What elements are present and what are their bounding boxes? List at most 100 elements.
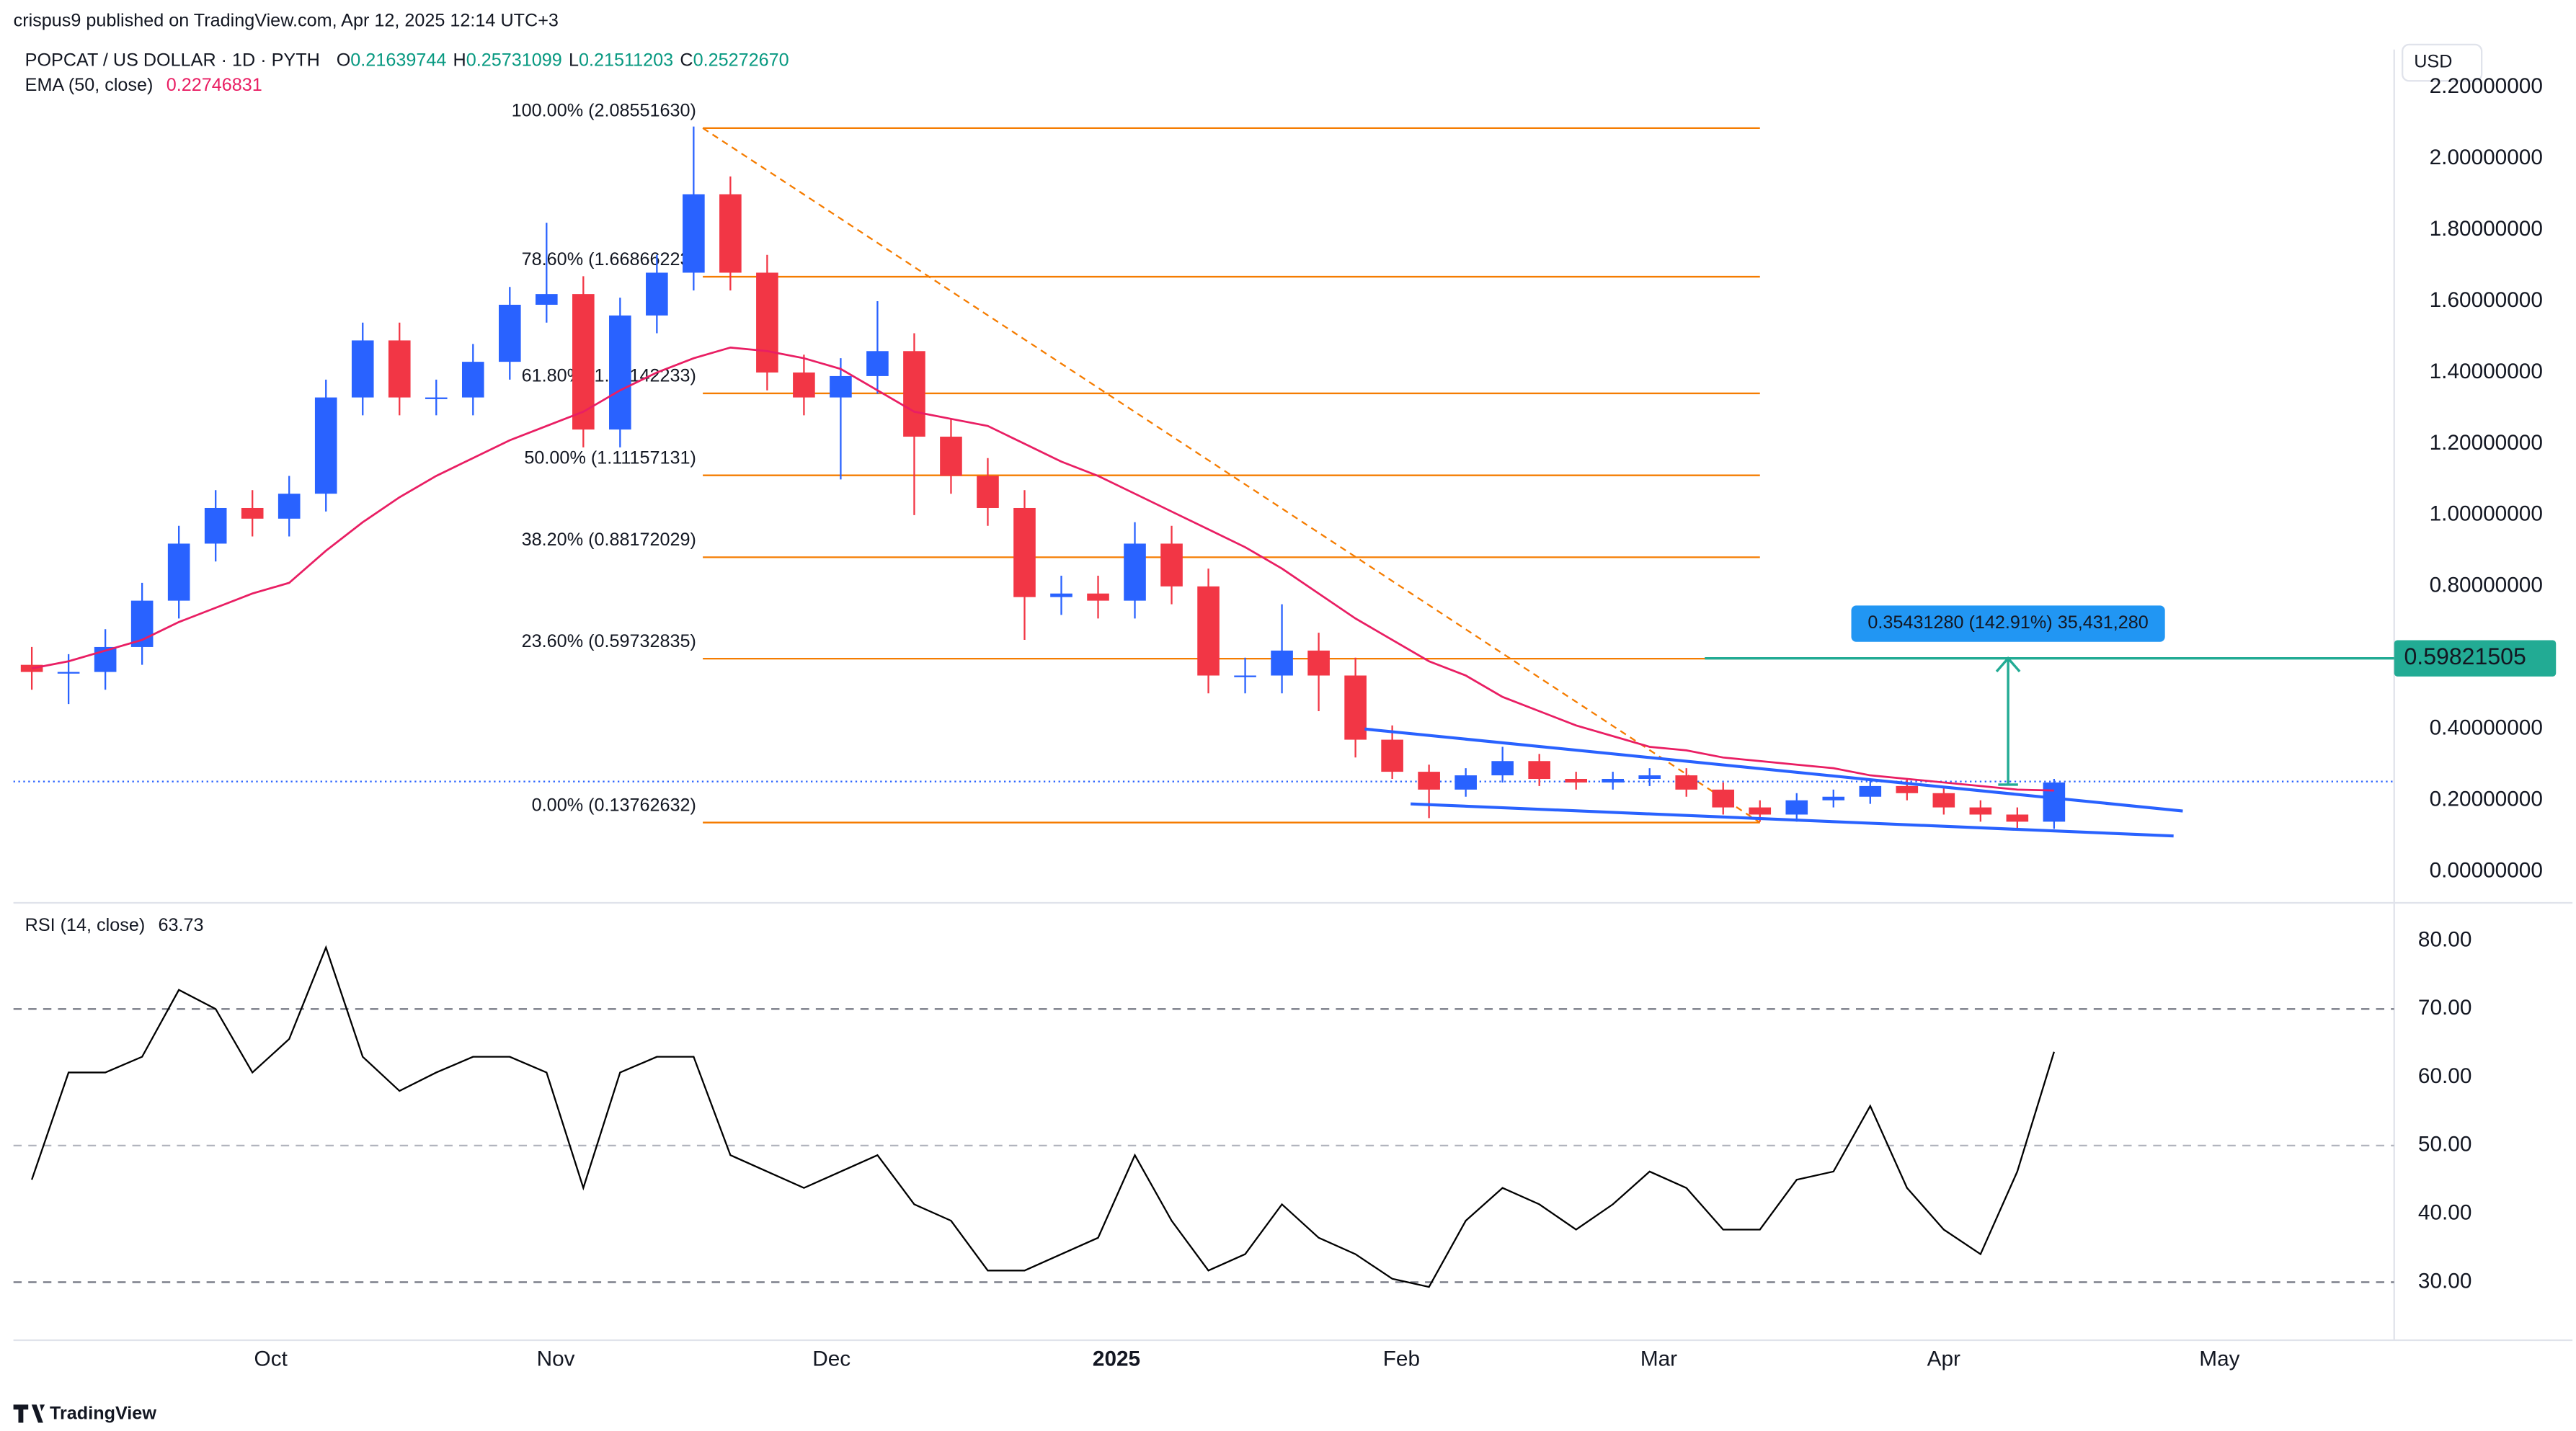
candle-body <box>1197 586 1220 676</box>
candle-body <box>1969 807 1992 815</box>
candle-body <box>1712 789 1735 808</box>
candle-body <box>1307 650 1330 676</box>
target-price-label: 0.59821505 <box>2404 643 2526 669</box>
candle-body <box>2043 782 2066 822</box>
byline: crispus9 published on TradingView.com, A… <box>14 10 559 30</box>
candle-body <box>1675 775 1698 790</box>
y-tick-label: 1.60000000 <box>2430 288 2543 312</box>
y-tick-label: 1.00000000 <box>2430 502 2543 526</box>
symbol: POPCAT / US DOLLAR · 1D · PYTH <box>25 50 320 70</box>
candle-body <box>756 272 778 373</box>
candle-body <box>609 315 631 430</box>
wedge-line <box>1364 727 2183 813</box>
candle-body <box>351 340 374 398</box>
y-tick-label: 1.80000000 <box>2430 217 2543 241</box>
currency[interactable]: USD <box>2414 52 2452 72</box>
rsi-tick-label: 50.00 <box>2418 1133 2472 1156</box>
price-pane: 100.00% (2.08551630) 78.60% (1.66866223) 6… <box>13 101 2394 838</box>
candle-body <box>277 494 301 519</box>
fib-trend-line <box>702 127 1761 824</box>
ema-name: EMA (50, close) <box>25 75 154 95</box>
candle-body <box>977 476 999 508</box>
candle-body <box>57 672 80 674</box>
x-tick-label: 2025 <box>1093 1347 1140 1370</box>
candle-body <box>1822 796 1845 801</box>
candle-body <box>1013 507 1036 597</box>
symbol-line: POPCAT / US DOLLAR · 1D · PYTH O0.2163974… <box>25 50 789 70</box>
y-tick-label: 0.20000000 <box>2430 788 2543 811</box>
x-tick-label: Nov <box>537 1347 575 1370</box>
candle-body <box>2006 814 2029 822</box>
candle-body <box>388 340 411 398</box>
candle-body <box>719 194 742 273</box>
y-tick-label: 0.00000000 <box>2430 858 2543 882</box>
candle-body <box>498 304 521 362</box>
rsi-name: RSI (14, close) <box>25 915 146 935</box>
candle-body <box>1050 593 1072 597</box>
candle-body <box>20 664 43 672</box>
candle-body <box>1344 675 1367 740</box>
y-tick-label: 1.20000000 <box>2430 431 2543 455</box>
fib-label: 61.80% (1.34142233) <box>522 366 696 386</box>
fib-label: 50.00% (1.11157131) <box>524 447 696 468</box>
y-tick-label: 2.20000000 <box>2430 74 2543 98</box>
brand: TradingView <box>50 1404 156 1424</box>
ohlc-value: 0.25731099 <box>466 50 562 70</box>
candle-body <box>866 351 889 376</box>
x-tick-label: Dec <box>812 1347 850 1370</box>
rsi-tick-label: 40.00 <box>2418 1201 2472 1225</box>
candle-body <box>1602 778 1625 783</box>
candle-body <box>1896 785 1919 793</box>
rsi-tick-label: 30.00 <box>2418 1269 2472 1293</box>
measure-label-box <box>1851 605 2165 642</box>
candle-body <box>1638 775 1661 779</box>
ohlc-label: L <box>569 50 579 70</box>
candle-body <box>1234 675 1256 677</box>
measure-label: 0.35431280 (142.91%) 35,431,280 <box>1867 612 2148 633</box>
fib-label: 78.60% (1.66866223) <box>522 249 696 269</box>
wedge-line <box>1411 802 2174 838</box>
candle-body <box>940 437 962 476</box>
candle-body <box>1749 807 1772 815</box>
candle-body <box>1932 793 1955 808</box>
rsi-pane <box>13 945 2394 1288</box>
brand-logo <box>13 1404 45 1423</box>
candle-body <box>646 272 668 316</box>
rsi-legend: RSI (14, close) 63.73 <box>25 915 204 935</box>
ohlc-label: O <box>337 50 351 70</box>
candle-body <box>1124 543 1146 601</box>
ema-value: 0.22746831 <box>166 75 262 95</box>
y-tick-label: 1.40000000 <box>2430 360 2543 383</box>
candle-body <box>1418 772 1440 790</box>
candle-body <box>1785 800 1808 815</box>
rsi-line <box>31 945 2055 1288</box>
y-tick-label: 2.00000000 <box>2430 146 2543 169</box>
candle-body <box>167 543 190 601</box>
candle-body <box>204 507 227 544</box>
candle-body <box>314 397 337 494</box>
x-tick-label: Mar <box>1640 1347 1677 1370</box>
candle-body <box>461 362 484 398</box>
fib-label: 100.00% (2.08551630) <box>512 101 696 121</box>
rsi-tick-label: 60.00 <box>2418 1064 2472 1088</box>
candle-body <box>425 397 448 399</box>
y-tick-label: 0.40000000 <box>2430 716 2543 740</box>
ohlc-label: H <box>453 50 466 70</box>
candle-body <box>1528 761 1550 779</box>
candle-body <box>1859 785 1882 797</box>
rsi-value: 63.73 <box>159 915 204 935</box>
candle-body <box>830 375 852 398</box>
currency-box[interactable] <box>2402 43 2483 82</box>
candle-body <box>1454 775 1477 790</box>
ema-line <box>31 346 2054 792</box>
fib-label: 0.00% (0.13762632) <box>532 795 696 815</box>
rsi-tick-label: 80.00 <box>2418 927 2472 951</box>
candle-body <box>1087 593 1109 601</box>
ohlc-value: 0.21511203 <box>579 50 673 70</box>
candle-body <box>572 294 595 430</box>
candle-body <box>683 194 705 273</box>
ohlc-label: C <box>680 50 693 70</box>
